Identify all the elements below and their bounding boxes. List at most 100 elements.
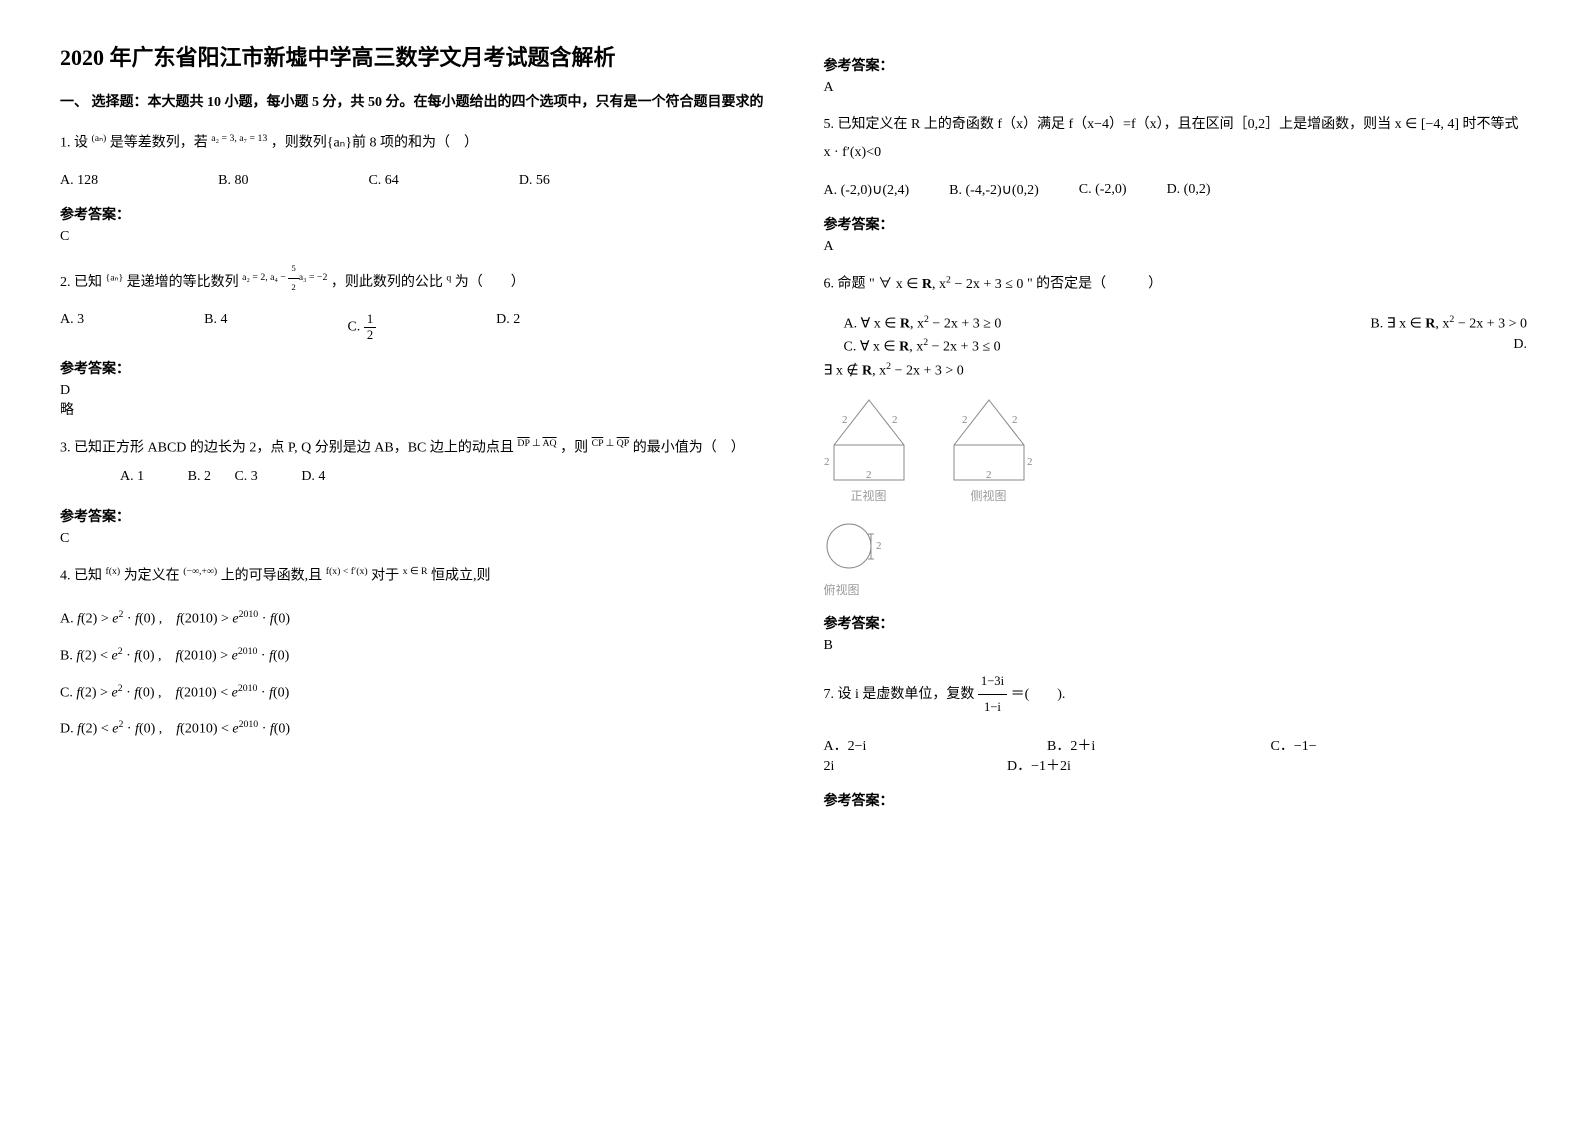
q1-formula2: a₂ = 3, a₇ = 13 [211,133,267,144]
q1-opt-c: C. 64 [368,173,398,189]
top-view-svg: 2 [824,519,894,574]
svg-text:2: 2 [986,469,992,481]
q4-domain: (−∞,+∞) [183,566,217,577]
q4-opt-a: A. f(2) > e2 · f(0) , f(2010) > e2010 · … [60,605,764,634]
q2-text-prefix: 2. 已知 [60,275,102,290]
q6-text-mid: " 的否定是（ ） [1027,277,1162,292]
q2-answer: D 略 [60,383,764,419]
q3-opt-b: B. 2 [188,469,211,484]
q7-opt-c-part: C．−1− [1271,739,1317,754]
q6-text-prefix: 6. 命题 " [824,277,879,292]
q3-answer-label: 参考答案： [60,506,764,526]
q6-opt-b: B. ∃ x ∈ R, x2 − 2x + 3 > 0 [1370,314,1527,333]
q7-opt-a: A．2−i [824,735,1044,755]
section-1-header: 一、 选择题：本大题共 10 小题，每小题 5 分，共 50 分。在每小题给出的… [60,92,764,114]
svg-text:2: 2 [876,540,882,552]
q7-answer-label: 参考答案： [824,790,1528,810]
q4-fx: f(x) [106,566,121,577]
svg-text:2: 2 [866,469,872,481]
side-view-label: 侧视图 [970,487,1006,504]
q2-opt-a: A. 3 [60,312,84,343]
q6-opt-d-line2: ∃ x ∉ R, x2 − 2x + 3 > 0 [824,361,1528,380]
question-3: 3. 已知正方形 ABCD 的边长为 2，点 P, Q 分别是边 AB，BC 边… [60,434,764,491]
q3-text-end: 的最小值为（ ） [633,441,745,456]
top-view-label: 俯视图 [824,581,1528,598]
q7-opt-b: B．2＋i [1047,735,1267,755]
q4-opt-d: D. f(2) < e2 · f(0) , f(2010) < e2010 · … [60,715,764,744]
q2-options: A. 3 B. 4 C. 12 D. 2 [60,312,764,343]
q2-text-mid: 是递增的等比数列 [127,275,239,290]
q3-text-mid: ，则 [560,441,588,456]
q5-options: A. (-2,0)∪(2,4) B. (-4,-2)∪(0,2) C. (-2,… [824,182,1528,199]
q1-answer-label: 参考答案： [60,204,764,224]
svg-text:2: 2 [1012,414,1018,426]
q1-formula1: (aₙ) [92,133,107,144]
q1-text-prefix: 1. 设 [60,136,88,151]
q6-opt-d: D. [1513,337,1527,356]
q5-answer: A [824,239,1528,255]
q5-text: 5. 已知定义在 R 上的奇函数 f（x）满足 f（x−4）=f（x），且在区间… [824,117,1392,132]
q7-opt-c-rest: 2i [824,759,1004,775]
q3-opt-d: D. 4 [301,469,325,484]
geometry-views: 2 2 2 2 正视图 2 2 2 2 [824,395,1528,598]
q3-answer: C [60,531,764,547]
document-title: 2020 年广东省阳江市新墟中学高三数学文月考试题含解析 [60,40,764,72]
side-view-svg: 2 2 2 2 [944,395,1034,485]
q7-text-suffix: ＝( ). [1011,687,1066,702]
side-view: 2 2 2 2 侧视图 [944,395,1034,504]
q7-fraction: 1−3i 1−i [978,669,1007,720]
q1-opt-b: B. 80 [218,173,248,189]
svg-text:2: 2 [1027,456,1033,468]
question-5: 5. 已知定义在 R 上的奇函数 f（x）满足 f（x−4）=f（x），且在区间… [824,111,1528,167]
q7-options-row1: A．2−i B．2＋i C．−1− [824,735,1528,755]
q6-answer: B [824,638,1528,654]
svg-text:2: 2 [824,456,830,468]
q6-opt-c: C. ∀ x ∈ R, x2 − 2x + 3 ≤ 0 [824,337,1001,356]
q2-opt-c: C. 12 [347,312,376,343]
question-6: 6. 命题 " ∀ x ∈ R, x2 − 2x + 3 ≤ 0 " 的否定是（… [824,270,1528,299]
question-4: 4. 已知 f(x) 为定义在 (−∞,+∞) 上的可导函数,且 f(x) < … [60,562,764,591]
q4-answer-label: 参考答案： [824,55,1528,75]
q4-opt-c: C. f(2) > e2 · f(0) , f(2010) < e2010 · … [60,679,764,708]
question-2: 2. 已知 {aₙ} 是递增的等比数列 a₂ = 2, a₄ − 52a₃ = … [60,260,764,297]
svg-text:2: 2 [892,414,898,426]
q7-options-row2: 2i D．−1＋2i [824,755,1528,775]
q3-text: 3. 已知正方形 ABCD 的边长为 2，点 P, Q 分别是边 AB，BC 边… [60,441,514,456]
q2-opt-d: D. 2 [496,312,520,343]
q5-opt-c: C. (-2,0) [1079,182,1127,199]
svg-text:2: 2 [842,414,848,426]
q4-xr: x ∈ R [403,566,428,577]
q2-opt-b: B. 4 [204,312,227,343]
q4-text-mid2: 上的可导函数,且 [221,568,323,583]
q2-text-suffix: ，则此数列的公比 [331,275,443,290]
front-view-svg: 2 2 2 2 [824,395,914,485]
question-1: 1. 设 (aₙ) 是等差数列，若 a₂ = 3, a₇ = 13 ，则数列{a… [60,129,764,158]
q7-text-prefix: 7. 设 i 是虚数单位，复数 [824,687,975,702]
q5-answer-label: 参考答案： [824,214,1528,234]
right-column: 参考答案： A 5. 已知定义在 R 上的奇函数 f（x）满足 f（x−4）=f… [824,40,1528,815]
q4-text-end: 恒成立,则 [431,568,491,583]
question-7: 7. 设 i 是虚数单位，复数 1−3i 1−i ＝( ). [824,669,1528,720]
q4-ineq: f(x) < f′(x) [326,566,368,577]
q5-opt-b: B. (-4,-2)∪(0,2) [949,182,1039,199]
q5-ineq: x · f′(x)<0 [824,145,882,160]
q6-row2: C. ∀ x ∈ R, x2 − 2x + 3 ≤ 0 D. [824,337,1528,356]
top-view: 2 俯视图 [824,519,1528,598]
q4-text-mid3: 对于 [371,568,399,583]
q4-text-prefix: 4. 已知 [60,568,102,583]
q5-text-mid: 时不等式 [1463,117,1519,132]
left-column: 2020 年广东省阳江市新墟中学高三数学文月考试题含解析 一、 选择题：本大题共… [60,40,764,815]
svg-text:2: 2 [962,414,968,426]
q7-opt-d: D．−1＋2i [1007,759,1071,774]
q1-options: A. 128 B. 80 C. 64 D. 56 [60,173,764,189]
q4-text-mid: 为定义在 [124,568,180,583]
q5-opt-d: D. (0,2) [1167,182,1211,199]
q2-text-end: 为（ ） [455,275,525,290]
front-view: 2 2 2 2 正视图 [824,395,914,504]
q4-answer: A [824,80,1528,96]
front-view-label: 正视图 [850,487,886,504]
q2-answer-label: 参考答案： [60,358,764,378]
q6-row1: A. ∀ x ∈ R, x2 − 2x + 3 ≥ 0 B. ∃ x ∈ R, … [824,314,1528,333]
q2-formula1: {aₙ} [106,272,124,283]
q5-interval: x ∈ [−4, 4] [1395,117,1459,132]
